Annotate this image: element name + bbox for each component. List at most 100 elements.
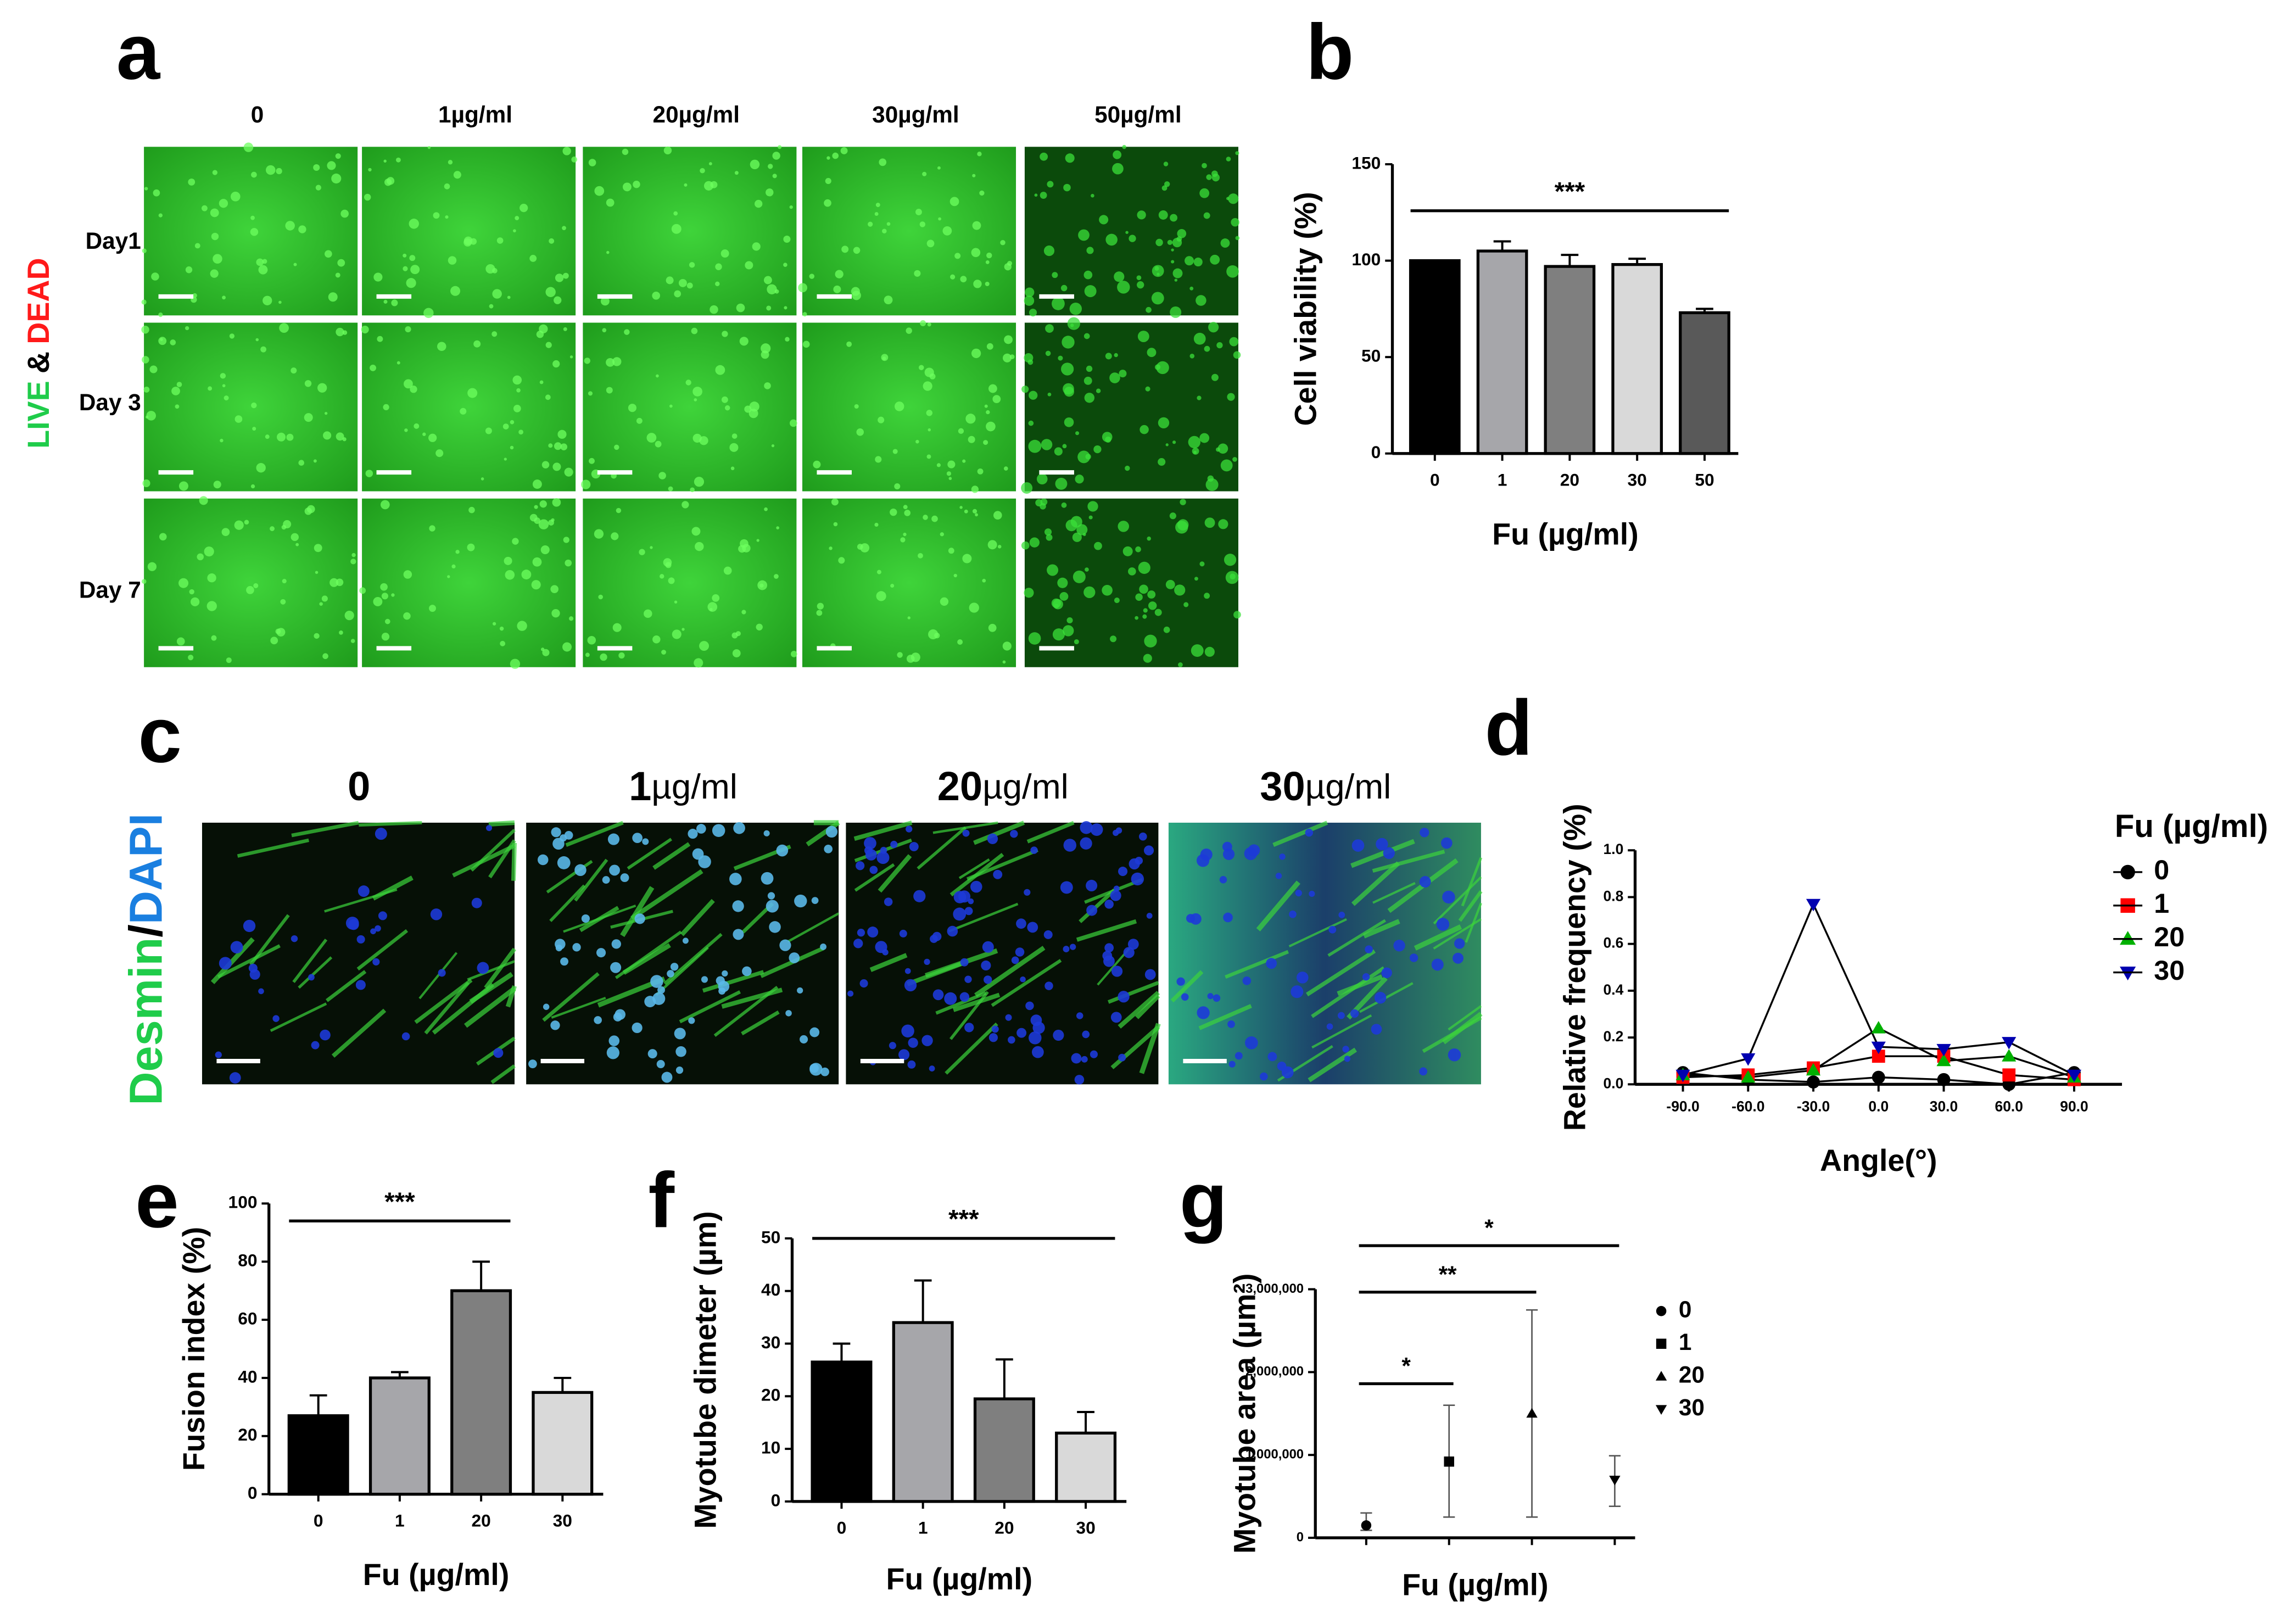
cell [875, 456, 882, 463]
cell [331, 174, 342, 184]
cell [515, 216, 520, 221]
nucleus [370, 928, 376, 935]
cell [986, 421, 996, 432]
nucleus [401, 1032, 410, 1041]
cell [918, 365, 924, 371]
nucleus [779, 939, 791, 951]
cell [557, 429, 567, 439]
cell [539, 500, 547, 508]
cell [560, 443, 568, 451]
cell [1144, 634, 1157, 648]
cell [947, 460, 956, 468]
nucleus [901, 1024, 914, 1038]
panel-letter: b [1306, 9, 1354, 96]
cell [1112, 163, 1124, 175]
nucleus [929, 1065, 935, 1071]
cell [463, 238, 472, 247]
cell [892, 449, 898, 454]
cell [481, 477, 484, 481]
cell [335, 153, 341, 159]
cell [922, 171, 927, 176]
legend-marker [1656, 1338, 1667, 1349]
nucleus [1144, 969, 1156, 980]
cell [659, 574, 664, 579]
cell [1047, 392, 1052, 397]
cell [1172, 440, 1176, 444]
cell [789, 419, 797, 427]
nucleus [1103, 955, 1115, 967]
cell [448, 256, 457, 265]
cell [950, 274, 956, 280]
cell [1083, 376, 1092, 385]
cell [1114, 271, 1125, 282]
cell [373, 597, 383, 606]
cell [1217, 443, 1228, 454]
cell [1028, 439, 1042, 453]
nucleus [682, 937, 689, 944]
cell [1199, 433, 1210, 443]
cell [468, 506, 475, 514]
cell [1169, 512, 1176, 520]
nucleus [1228, 1061, 1236, 1068]
cell [682, 628, 685, 631]
micrograph [583, 145, 797, 316]
y-tick-label: 0.0 [1604, 1075, 1624, 1091]
bar [1544, 265, 1596, 455]
fiber [949, 852, 1004, 897]
nucleus [1248, 844, 1260, 857]
fiber [854, 863, 895, 892]
cell [1109, 372, 1120, 383]
nucleus [675, 1066, 684, 1074]
nucleus [1127, 939, 1139, 950]
cell [552, 462, 561, 471]
cell [948, 548, 954, 554]
bar [287, 1414, 349, 1496]
cell [920, 320, 926, 327]
column-label: 1µg/ml [629, 763, 738, 809]
cell [987, 540, 997, 550]
nucleus [865, 849, 877, 861]
bar [1055, 1431, 1117, 1503]
cell [715, 281, 720, 287]
cell [890, 584, 895, 588]
y-tick-label: 30 [761, 1332, 780, 1352]
micrograph [846, 821, 1161, 1085]
nucleus [1016, 1028, 1027, 1038]
cell [337, 259, 345, 267]
cell [540, 648, 545, 651]
fiber [217, 944, 281, 979]
cell [700, 168, 705, 174]
cell [588, 159, 596, 166]
legend-title: Fu (µg/ml) [2115, 808, 2268, 844]
cell [965, 414, 976, 424]
cell [176, 382, 182, 387]
y-axis-label: Myotube area (µm²) [1228, 1274, 1262, 1554]
fiber [1026, 821, 1075, 844]
cell [993, 511, 1002, 520]
cell [721, 396, 728, 403]
fiber [1372, 850, 1445, 873]
cell [1114, 598, 1120, 604]
cell [1154, 609, 1162, 616]
column-label: 1µg/ml [438, 102, 512, 127]
side-label-part: LIVE [21, 381, 55, 449]
nucleus [984, 975, 992, 984]
cell [772, 174, 777, 178]
cell [1064, 417, 1074, 427]
cell [192, 293, 197, 298]
fiber [1288, 918, 1347, 947]
nucleus [647, 1049, 657, 1059]
cell [1147, 590, 1156, 599]
cell [813, 460, 821, 468]
cell [502, 423, 509, 429]
nucleus [769, 921, 781, 933]
cell [1084, 285, 1097, 298]
cell [327, 161, 336, 170]
nucleus [1031, 1046, 1044, 1058]
cell [802, 341, 810, 348]
nucleus [674, 1028, 686, 1040]
micrograph-bg [362, 322, 576, 492]
cell [406, 278, 416, 288]
side-label-part: & [21, 351, 55, 373]
fiber [579, 906, 619, 933]
